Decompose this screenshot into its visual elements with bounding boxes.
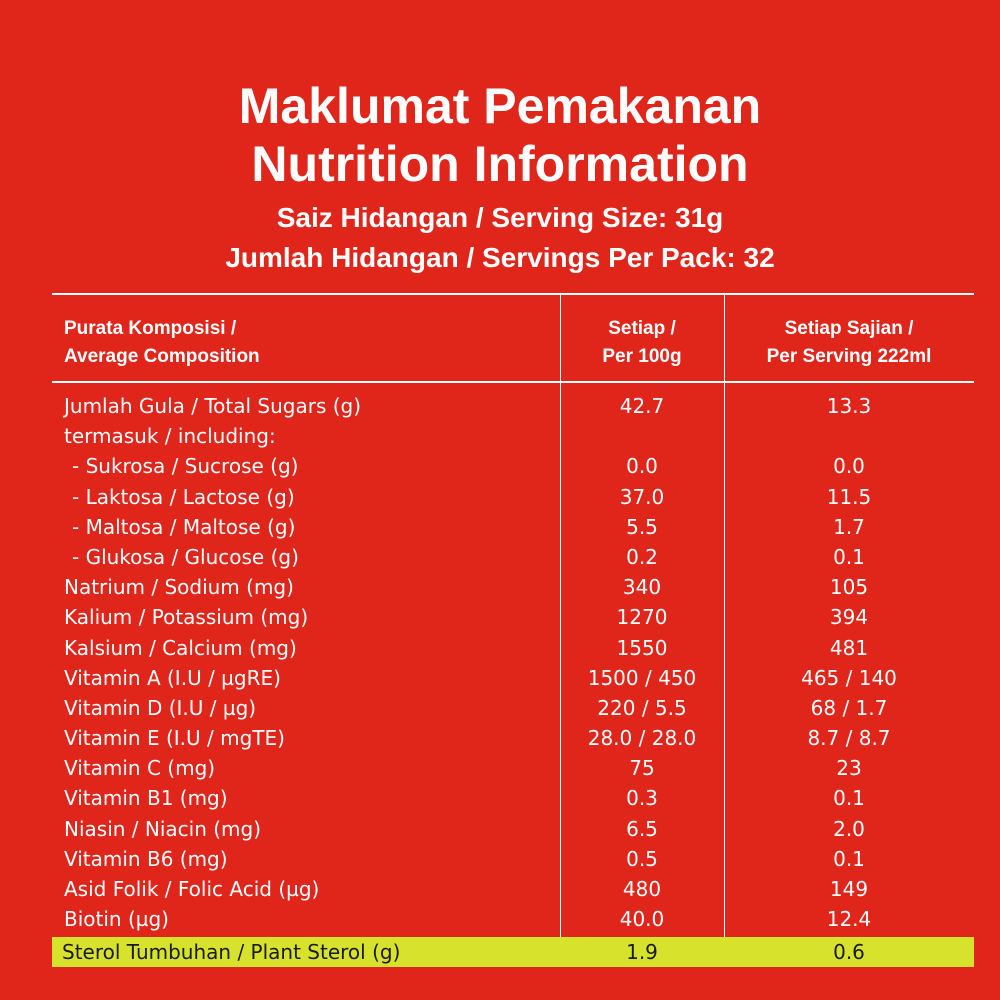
- nutrient-name: Vitamin C (mg): [64, 756, 216, 781]
- value-per-100g: 5.5: [626, 514, 658, 539]
- table-row: Vitamin B1 (mg) 0.3 0.1: [52, 783, 974, 813]
- value-per-100g: 28.0 / 28.0: [587, 726, 697, 751]
- column-divider: [560, 295, 561, 381]
- highlighted-row-plant-sterol: Sterol Tumbuhan / Plant Sterol (g) 1.9 0…: [52, 937, 974, 967]
- table-row: Niasin / Niacin (mg) 6.5 2.0: [52, 814, 974, 844]
- value-per-100g: 1270: [616, 605, 668, 630]
- servings-per-pack: Jumlah Hidangan / Servings Per Pack: 32: [225, 242, 775, 273]
- value-per-100g: 0.2: [626, 544, 658, 569]
- title-malay: Maklumat Pemakanan: [238, 78, 762, 134]
- nutrient-name: Biotin (µg): [64, 907, 169, 932]
- nutrient-name: - Maltosa / Maltose (g): [72, 514, 296, 539]
- nutrient-name: Natrium / Sodium (mg): [64, 575, 294, 600]
- nutrient-name: Sterol Tumbuhan / Plant Sterol (g): [62, 940, 401, 964]
- column-header-line: Per 100g: [602, 346, 682, 367]
- nutrient-name: - Sukrosa / Sucrose (g): [72, 454, 299, 479]
- value-per-100g: 480: [622, 877, 662, 901]
- table-row: - Glukosa / Glucose (g) 0.2 0.1: [52, 542, 974, 572]
- column-divider: [724, 295, 725, 381]
- table-row: - Laktosa / Lactose (g) 37.0 11.5: [52, 482, 974, 512]
- value-per-serving: 105: [829, 575, 869, 600]
- value-per-serving: 0.1: [833, 786, 865, 811]
- value-per-100g: 75: [629, 756, 655, 781]
- value-per-100g: 1550: [616, 635, 668, 660]
- column-header-composition: Purata Komposisi / Average Composition: [64, 315, 260, 371]
- column-header-line: Setiap Sajian /: [784, 318, 914, 339]
- value-per-serving: 11.5: [826, 484, 872, 509]
- table-row: - Sukrosa / Sucrose (g) 0.0 0.0: [52, 451, 974, 481]
- value-per-serving: 2.0: [833, 816, 865, 841]
- table-row: Kalsium / Calcium (mg) 1550 481: [52, 633, 974, 663]
- value-per-100g: 1500 / 450: [587, 665, 697, 690]
- nutrient-name: - Glukosa / Glucose (g): [72, 544, 299, 569]
- column-header-line: Average Composition: [64, 346, 260, 367]
- header-divider: [52, 381, 974, 383]
- nutrient-name: Niasin / Niacin (mg): [64, 816, 262, 841]
- nutrient-name: Jumlah Gula / Total Sugars (g): [64, 394, 362, 418]
- table-row: Vitamin D (I.U / µg) 220 / 5.5 68 / 1.7: [52, 693, 974, 723]
- column-header-line: Purata Komposisi /: [64, 318, 237, 339]
- column-header-per-serving: Setiap Sajian / Per Serving 222ml: [724, 315, 974, 371]
- table-row: Biotin (µg) 40.0 12.4: [52, 904, 974, 934]
- value-per-100g: 0.0: [626, 454, 658, 479]
- nutrient-name: Kalsium / Calcium (mg): [64, 635, 297, 660]
- value-per-serving: 394: [829, 605, 869, 630]
- column-header-line: Setiap /: [608, 318, 676, 339]
- nutrient-name: termasuk / including:: [64, 424, 276, 449]
- value-per-serving: 0.0: [833, 454, 865, 479]
- value-per-serving: 1.7: [833, 514, 865, 539]
- value-per-serving: 68 / 1.7: [810, 695, 888, 720]
- nutrient-name: - Laktosa / Lactose (g): [72, 484, 295, 509]
- table-row: Kalium / Potassium (mg) 1270 394: [52, 602, 974, 632]
- value-per-100g: 0.5: [626, 846, 658, 871]
- value-per-100g: 42.7: [619, 394, 665, 418]
- value-per-100g: 40.0: [619, 907, 665, 932]
- nutrient-name: Vitamin E (I.U / mgTE): [64, 726, 285, 751]
- column-divider: [560, 383, 561, 939]
- value-per-serving: 23: [836, 756, 862, 781]
- column-header-per-100g: Setiap / Per 100g: [560, 315, 724, 371]
- table-row: termasuk / including:: [52, 421, 974, 451]
- table-row: Vitamin A (I.U / µgRE) 1500 / 450 465 / 14…: [52, 663, 974, 693]
- value-per-serving: 465 / 140: [801, 665, 897, 690]
- nutrient-name: Vitamin D (I.U / µg): [64, 695, 257, 720]
- column-divider: [724, 383, 725, 939]
- table-row: Vitamin C (mg) 75 23: [52, 753, 974, 783]
- table-row: - Maltosa / Maltose (g) 5.5 1.7: [52, 512, 974, 542]
- value-per-serving: 13.3: [826, 394, 872, 418]
- title-english: Nutrition Information: [251, 136, 749, 192]
- value-per-serving: 149: [829, 877, 869, 901]
- nutrient-name: Kalium / Potassium (mg): [64, 605, 309, 630]
- column-header-line: Per Serving 222ml: [766, 346, 932, 367]
- value-per-100g: 1.9: [626, 940, 658, 964]
- value-per-100g: 0.3: [626, 786, 658, 811]
- value-per-100g: 37.0: [619, 484, 665, 509]
- table-row: Vitamin E (I.U / mgTE) 28.0 / 28.0 8.7 / 8…: [52, 723, 974, 753]
- serving-size: Saiz Hidangan / Serving Size: 31g: [276, 202, 724, 233]
- value-per-100g: 6.5: [626, 816, 658, 841]
- value-per-serving: 0.6: [833, 940, 865, 964]
- nutrient-name: Vitamin B1 (mg): [64, 786, 228, 811]
- nutrient-name: Vitamin B6 (mg): [64, 846, 228, 871]
- nutrient-rows: Jumlah Gula / Total Sugars (g) 42.7 13.3 te…: [52, 391, 974, 934]
- table-row: Jumlah Gula / Total Sugars (g) 42.7 13.3: [52, 391, 974, 421]
- value-per-serving: 0.1: [833, 544, 865, 569]
- value-per-100g: 220 / 5.5: [597, 695, 687, 720]
- value-per-serving: 0.1: [833, 846, 865, 871]
- nutrition-table: Purata Komposisi / Average Composition S…: [52, 293, 974, 967]
- table-row: Vitamin B6 (mg) 0.5 0.1: [52, 844, 974, 874]
- value-per-serving: 481: [829, 635, 869, 660]
- value-per-serving: 12.4: [826, 907, 872, 932]
- nutrient-name: Asid Folik / Folic Acid (µg): [64, 877, 320, 901]
- value-per-100g: 340: [622, 575, 662, 600]
- value-per-serving: 8.7 / 8.7: [807, 726, 891, 751]
- table-row: Natrium / Sodium (mg) 340 105: [52, 572, 974, 602]
- table-row: Asid Folik / Folic Acid (µg) 480 149: [52, 874, 974, 904]
- nutrient-name: Vitamin A (I.U / µgRE): [64, 665, 281, 690]
